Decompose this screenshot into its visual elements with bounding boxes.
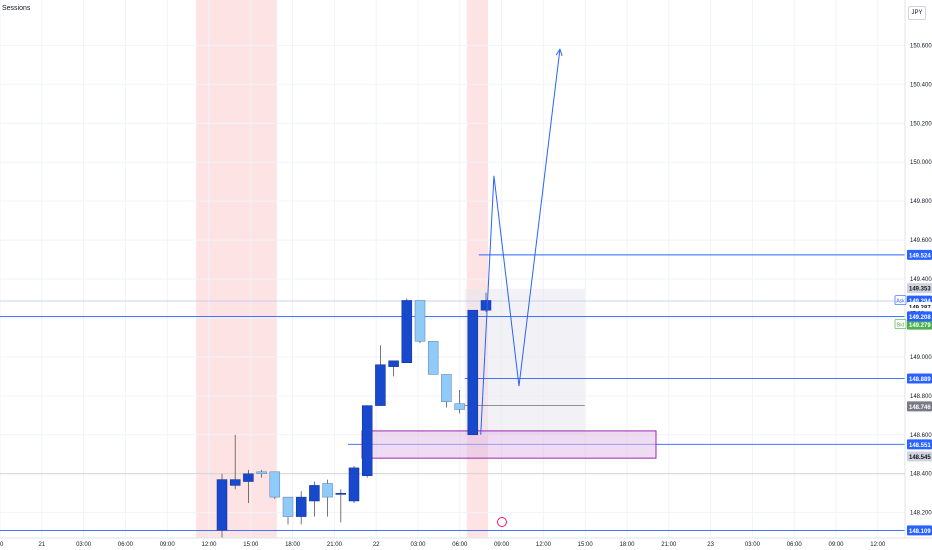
y-tick-label: 148.800 (910, 394, 932, 400)
y-tick-label: 149.400 (910, 277, 932, 283)
indicator-label[interactable]: Sessions (2, 5, 31, 12)
candle-body (216, 479, 228, 531)
x-tick-label: 21:00 (327, 542, 343, 548)
y-tick-label: 150.000 (910, 160, 932, 166)
price-label: 148.545 (909, 455, 931, 461)
price-label-box (907, 401, 932, 412)
candle-body (295, 496, 307, 517)
candle-body (375, 364, 386, 406)
candle-body (427, 341, 439, 375)
price-label: 149.524 (909, 253, 931, 259)
currency-label[interactable]: JPY (908, 6, 926, 20)
x-tick-label: 23 (707, 542, 714, 548)
x-tick-label: 06:00 (787, 542, 803, 548)
price-label-box (907, 283, 932, 294)
x-tick-label: 03:00 (410, 542, 426, 548)
candle-body (441, 374, 452, 402)
candle-body (361, 405, 373, 476)
x-tick-label: 12:00 (536, 542, 552, 548)
candle-body (256, 471, 267, 474)
price-label: 148.746 (909, 405, 931, 411)
price-label-box (907, 451, 932, 462)
candle-body (243, 473, 254, 482)
x-tick-label: 15:00 (243, 542, 259, 548)
y-tick-label: 149.000 (910, 355, 932, 361)
y-tick-label: 150.400 (910, 82, 932, 88)
candle-body (229, 479, 241, 486)
x-tick-label: 03:00 (76, 542, 92, 548)
projection-arrowhead (555, 48, 563, 57)
candle-body (322, 483, 333, 498)
x-tick-label: 18:00 (619, 542, 635, 548)
x-tick-label: 09:00 (828, 542, 844, 548)
x-tick-label: 18:00 (285, 542, 301, 548)
session-band (196, 0, 277, 538)
event-marker-icon (497, 517, 507, 527)
price-tag-box (894, 295, 907, 306)
price-label-box (907, 249, 932, 260)
x-tick-label: 03:00 (745, 542, 761, 548)
candle-body (401, 300, 413, 364)
price-label: 149.208 (909, 315, 931, 321)
x-tick-label: 15:00 (578, 542, 594, 548)
candle-body (454, 403, 465, 410)
price-label-box (907, 373, 932, 384)
x-tick-label: 06:00 (452, 542, 468, 548)
x-tick-label: 06:00 (118, 542, 134, 548)
x-tick-label: 09:00 (160, 542, 176, 548)
y-tick-label: 150.600 (910, 43, 932, 49)
y-tick-label: 148.600 (910, 433, 932, 439)
candle-body (309, 485, 320, 502)
candle-body (335, 492, 347, 495)
price-tag-label: Ask (896, 299, 905, 305)
x-tick-label: 21:00 (661, 542, 677, 548)
price-label-box (907, 525, 932, 536)
price-label: 148.551 (909, 443, 931, 449)
price-label: 148.889 (909, 377, 931, 383)
candle-body (388, 360, 399, 367)
y-tick-label: 148.200 (910, 511, 932, 517)
time-axis-bg (0, 538, 932, 550)
y-tick-label: 150.200 (910, 121, 932, 127)
price-label-box (907, 439, 932, 450)
price-label: 149.279 (909, 323, 931, 329)
price-label-box (907, 311, 932, 322)
candle-body (269, 471, 281, 498)
x-tick-label: 21 (38, 542, 45, 548)
y-tick-label: 148.400 (910, 472, 932, 478)
y-tick-label: 149.800 (910, 199, 932, 205)
price-tag-box (894, 319, 907, 329)
price-label-box (907, 319, 932, 330)
demand-zone-box (361, 430, 657, 459)
x-tick-label: 00 (0, 542, 4, 548)
range-box (464, 288, 585, 435)
candle-body (348, 467, 360, 502)
projection-path (480, 49, 561, 435)
candle-body (414, 300, 426, 342)
y-tick-label: 149.600 (910, 238, 932, 244)
candle-body (480, 300, 492, 311)
candle-body (467, 309, 479, 436)
price-tag-label: Bid (897, 323, 904, 329)
x-tick-label: 12:00 (870, 542, 886, 548)
price-label: 148.109 (909, 529, 931, 535)
x-tick-label: 09:00 (494, 542, 510, 548)
candle-body (282, 496, 294, 517)
x-tick-label: 12:00 (201, 542, 217, 548)
price-label: 149.353 (909, 287, 931, 293)
x-tick-label: 22 (373, 542, 380, 548)
